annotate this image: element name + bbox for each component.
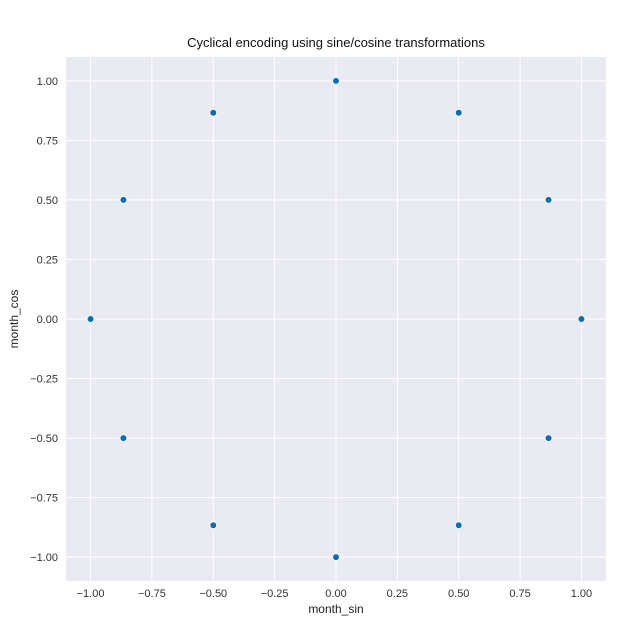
y-tick-label: 0.50 [37, 195, 58, 207]
chart-title: Cyclical encoding using sine/cosine tran… [187, 35, 485, 50]
y-tick-label: −1.00 [30, 552, 58, 564]
x-tick-label: −1.00 [77, 588, 105, 600]
data-point [455, 109, 463, 117]
y-tick-label: −0.50 [30, 433, 58, 445]
data-point [119, 196, 128, 204]
data-point [455, 521, 463, 529]
x-tick-label: 1.00 [571, 588, 592, 600]
y-tick-label: 0.75 [37, 135, 58, 147]
x-tick-label: −0.25 [261, 588, 289, 600]
data-points [86, 77, 586, 561]
data-point [119, 434, 128, 442]
y-axis-label: month_cos [7, 290, 21, 349]
y-tick-labels: −1.00 −0.75 −0.50 −0.25 0.00 0.25 0.50 0.75 1.00 [30, 76, 58, 564]
x-tick-label: 0.50 [448, 588, 469, 600]
data-point [209, 109, 217, 117]
x-axis-label: month_sin [308, 602, 363, 616]
data-point [544, 196, 553, 204]
x-tick-label: 0.00 [325, 588, 346, 600]
y-tick-label: 1.00 [37, 76, 58, 88]
data-point [86, 315, 95, 323]
data-point [332, 553, 340, 561]
y-tick-label: 0.00 [37, 314, 58, 326]
x-tick-label: −0.75 [138, 588, 166, 600]
x-tick-labels: −1.00 −0.75 −0.50 −0.25 0.00 0.25 0.50 0.75 1.00 [77, 588, 593, 600]
y-tick-label: −0.75 [30, 493, 58, 505]
x-tick-label: −0.50 [199, 588, 227, 600]
x-tick-label: 0.75 [509, 588, 530, 600]
data-point [332, 77, 340, 85]
data-point [209, 521, 217, 529]
data-point [544, 434, 553, 442]
x-tick-label: 0.25 [387, 588, 408, 600]
y-tick-label: 0.25 [37, 254, 58, 266]
y-tick-label: −0.25 [30, 374, 58, 386]
data-point [577, 315, 586, 323]
